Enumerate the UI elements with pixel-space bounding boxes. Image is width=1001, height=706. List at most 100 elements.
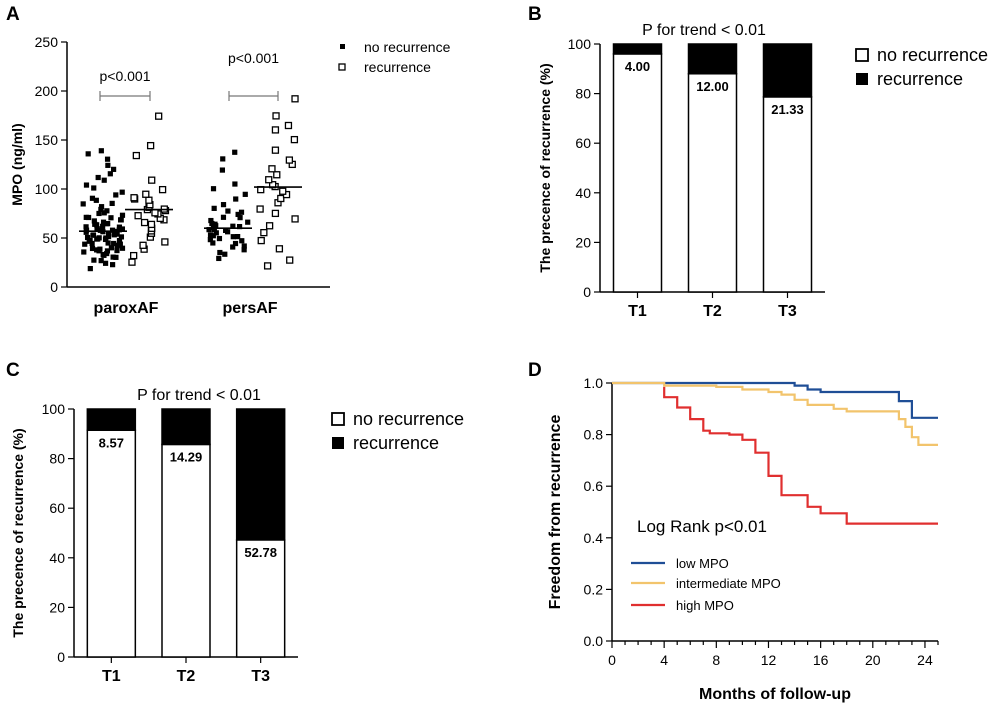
data-point (148, 176, 156, 184)
y-axis-label: MPO (ng/ml) (9, 123, 25, 205)
y-tick-label: 0.2 (584, 581, 604, 597)
data-point (210, 186, 217, 192)
data-point (83, 227, 90, 233)
data-point (230, 234, 236, 240)
data-point (81, 249, 87, 255)
data-point (95, 174, 101, 181)
panel-label-d: D (528, 360, 542, 381)
data-point (263, 262, 272, 270)
y-tick-label: 60 (49, 500, 65, 516)
y-tick-label: 0 (50, 279, 58, 295)
x-category-label: persAF (222, 300, 277, 317)
x-tick-label: 0 (608, 652, 616, 668)
data-point (265, 222, 274, 230)
data-point (222, 251, 228, 257)
data-point (101, 210, 107, 216)
data-point (216, 255, 222, 262)
data-point (271, 126, 280, 134)
data-point (84, 234, 91, 241)
bar-recurrence (161, 408, 211, 446)
data-point (94, 247, 100, 253)
data-point (108, 215, 114, 221)
y-axis-label: The precence of recurrence (%) (10, 428, 26, 637)
data-point (265, 176, 273, 184)
data-point (83, 224, 89, 230)
data-point (110, 262, 116, 268)
data-point (111, 240, 117, 247)
data-point (113, 192, 119, 198)
data-point (291, 95, 299, 103)
data-point (232, 240, 239, 247)
data-point (104, 250, 110, 257)
data-point (268, 165, 276, 173)
x-tick-label: 4 (660, 652, 668, 668)
data-point (217, 249, 223, 256)
data-point (257, 236, 265, 245)
data-point (145, 196, 153, 204)
bar-recurrence (86, 408, 137, 432)
data-point (158, 185, 167, 194)
bar-recurrence (687, 43, 738, 75)
panel-d: D 0.0 0.2 0.4 0.6 0.8 1.0 0 4 8 12 16 20 24 Months of … (528, 360, 939, 703)
y-tick-label: 100 (35, 181, 59, 197)
panel-b: B P for trend < 0.01 0 20 40 60 80 100 The prece… (528, 4, 988, 320)
panel-label: C (6, 360, 20, 381)
y-tick-label: 20 (49, 599, 65, 615)
data-point (213, 230, 219, 236)
data-point (119, 189, 125, 195)
bar-no-recurrence (161, 443, 211, 658)
legend-label: intermediate MPO (676, 576, 781, 591)
data-point (104, 221, 110, 227)
data-point (235, 234, 241, 240)
data-point (114, 231, 120, 237)
data-point (96, 210, 102, 217)
x-tick-label: 24 (917, 652, 933, 668)
chart-title: P for trend < 0.01 (137, 387, 261, 404)
data-point (151, 209, 159, 217)
legend-label: no recurrence (877, 45, 988, 65)
x-tick-label: 12 (761, 652, 777, 668)
data-point (146, 141, 155, 150)
y-tick-label: 80 (49, 451, 65, 467)
data-label: 21.33 (771, 102, 804, 117)
data-point (82, 241, 88, 247)
data-point (98, 206, 104, 213)
data-point (108, 245, 114, 251)
data-point (91, 218, 97, 224)
data-point (210, 240, 216, 246)
x-tick-label: 20 (865, 652, 881, 668)
data-point (284, 121, 293, 130)
data-point (230, 244, 236, 250)
km-curve-high-mpo (663, 386, 938, 525)
data-point (110, 254, 116, 260)
data-point (80, 201, 86, 207)
data-point (260, 228, 268, 237)
bar-no-recurrence (235, 539, 286, 658)
data-point (105, 233, 112, 240)
y-tick-label: 50 (42, 230, 58, 246)
data-point (139, 241, 147, 249)
x-category-label: T3 (778, 303, 797, 320)
data-point (94, 222, 100, 228)
data-point (233, 196, 239, 202)
y-tick-label: 200 (35, 83, 59, 99)
y-tick-label: 0.0 (584, 633, 604, 649)
legend-marker-no-recurrence (855, 48, 869, 62)
km-curve-low-mpo (612, 381, 938, 419)
data-point (220, 156, 226, 162)
data-point (291, 215, 299, 223)
data-point (237, 215, 243, 221)
y-tick-label: 100 (568, 36, 592, 52)
data-point (111, 166, 117, 172)
legend-label: recurrence (353, 433, 439, 453)
bar-no-recurrence (612, 53, 663, 293)
data-point (105, 230, 112, 237)
data-point (97, 246, 103, 252)
data-point (130, 194, 138, 202)
legend-marker-no-recurrence (340, 44, 345, 49)
data-point (209, 220, 215, 227)
km-curve-intermediate-mpo (612, 381, 938, 446)
x-category-label: paroxAF (94, 300, 159, 317)
panel-a: A 0 50 100 150 200 250 MPO (ng/ml) paroxAF persAF… (6, 4, 451, 317)
data-point (101, 177, 107, 183)
